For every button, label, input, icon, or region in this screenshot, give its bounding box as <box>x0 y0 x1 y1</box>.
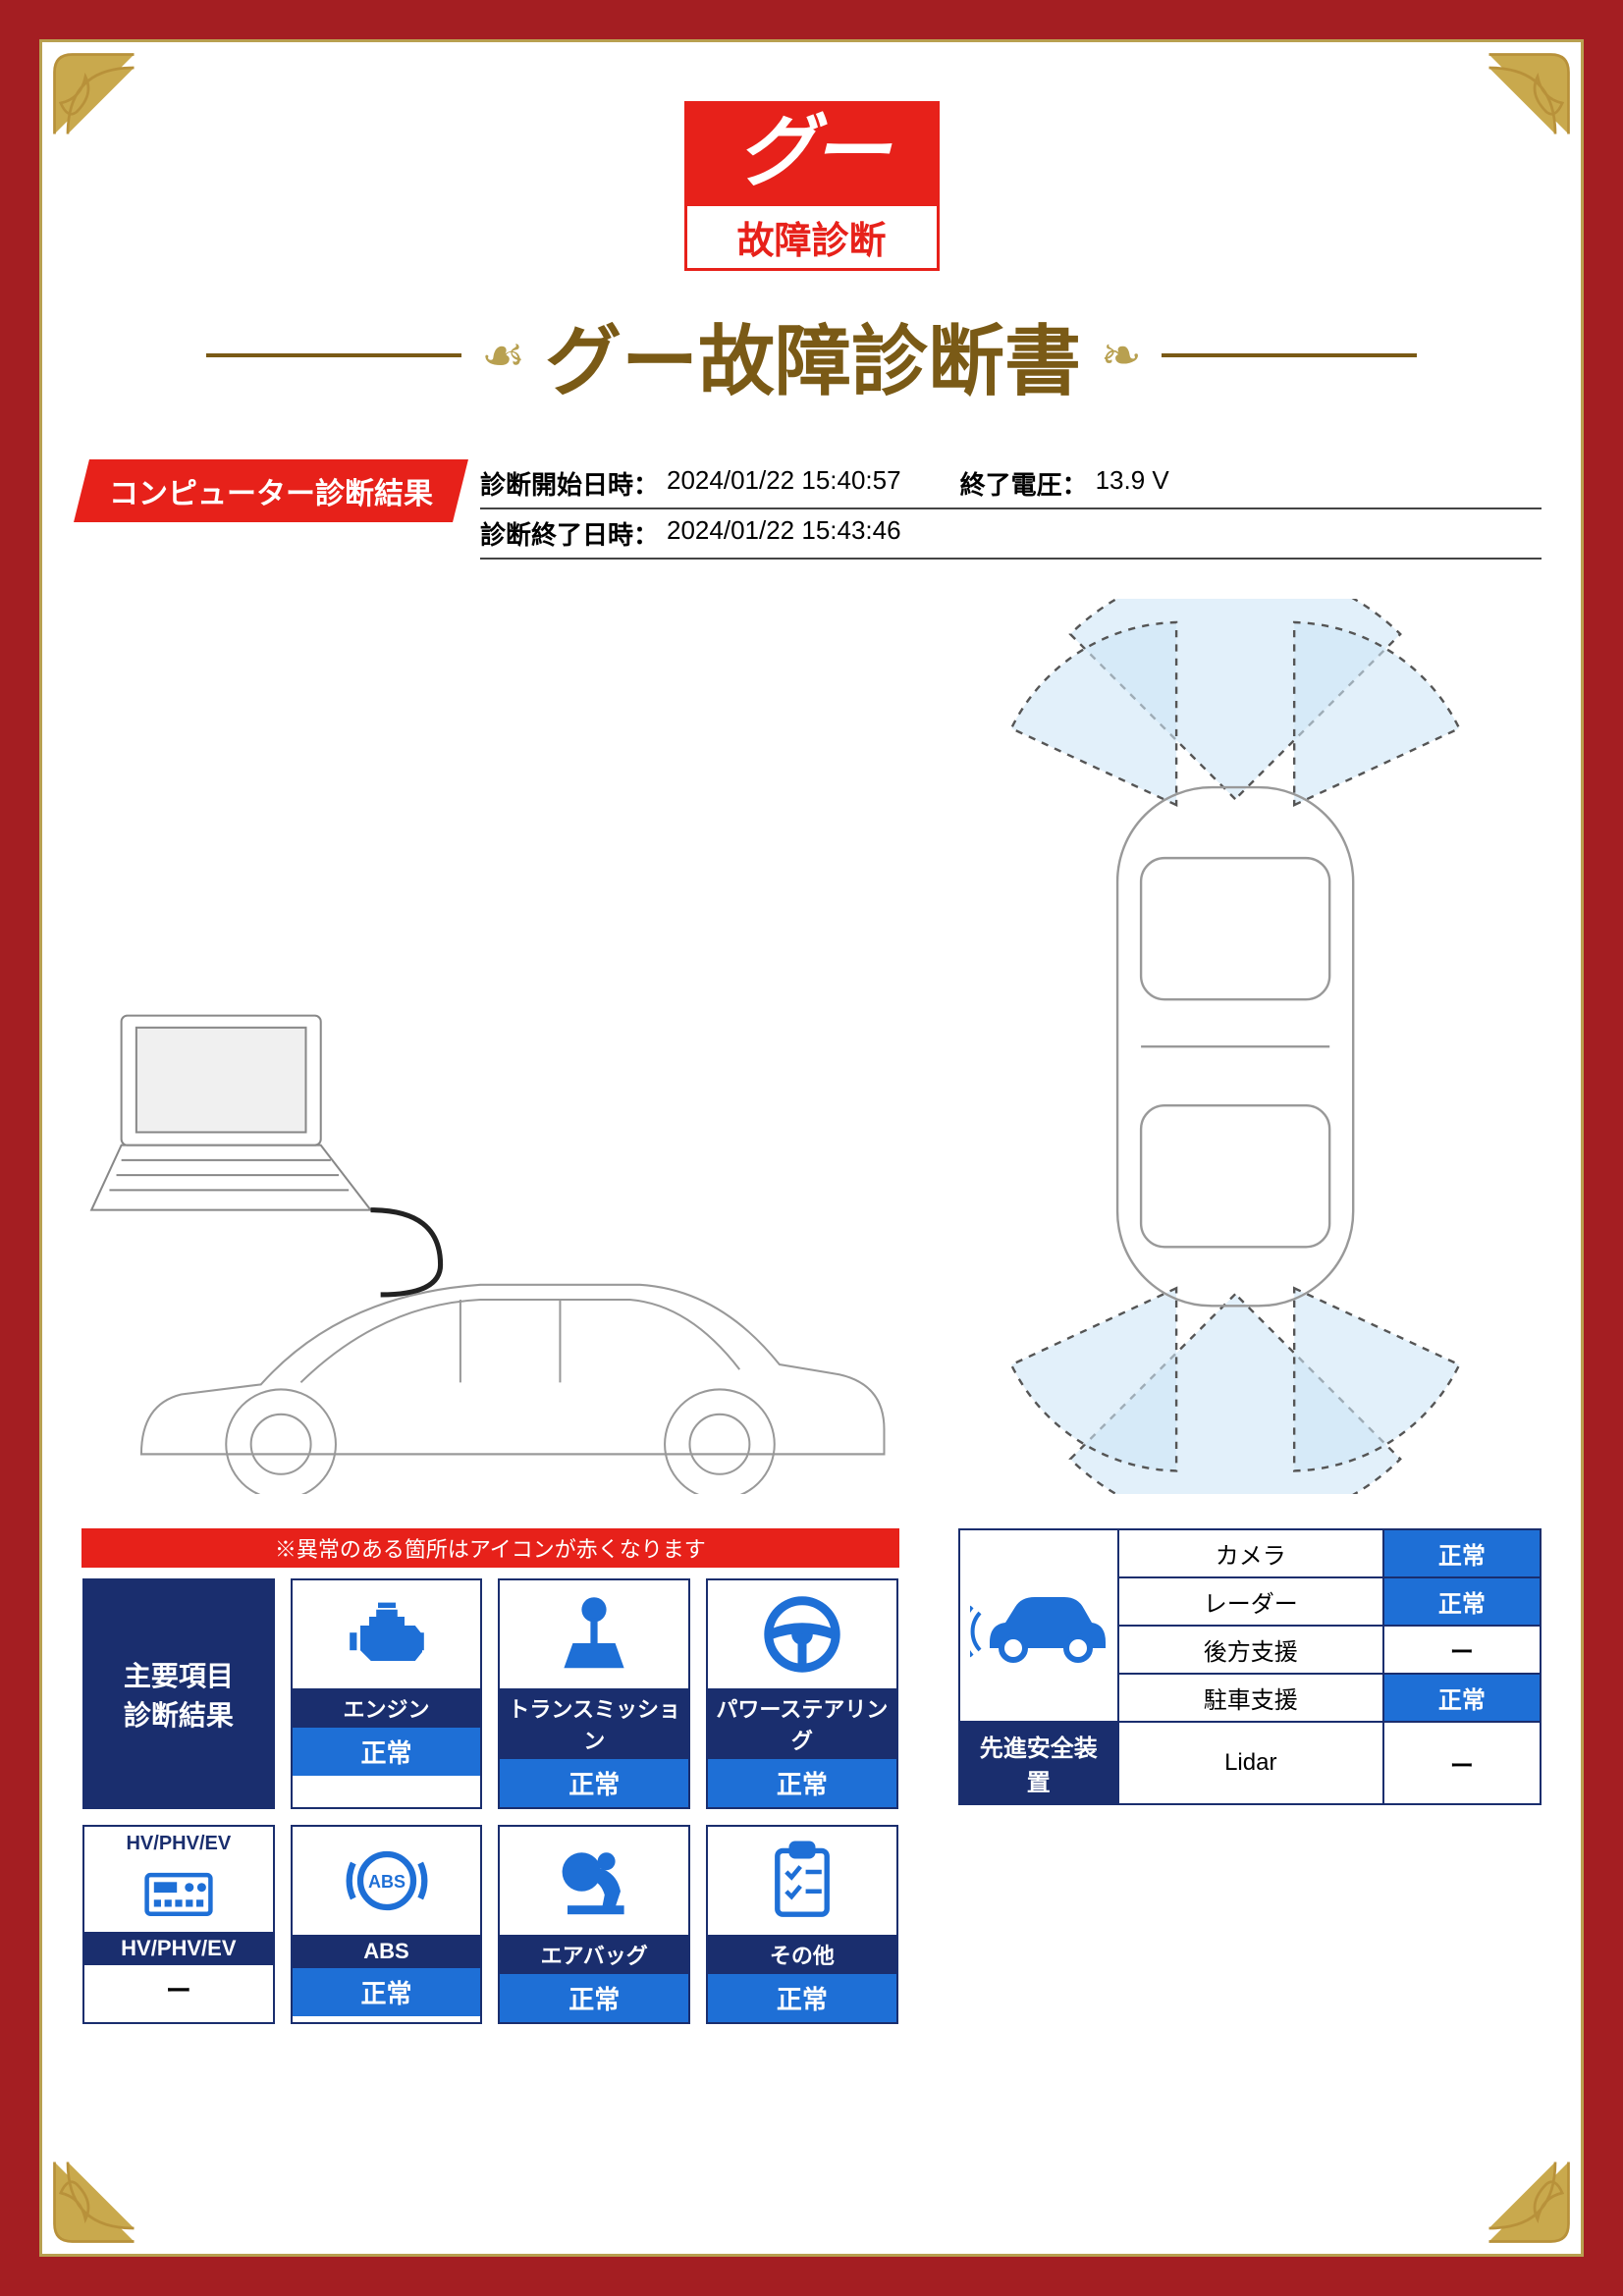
car-side-diagram <box>81 976 899 1499</box>
card-status: ー <box>84 1965 273 2013</box>
logo-top: グー <box>687 104 937 206</box>
svg-text:ABS: ABS <box>368 1873 406 1893</box>
safety-row: 先進安全装置Lidarー <box>959 1722 1541 1804</box>
card-airbag: エアバッグ 正常 <box>498 1825 690 2024</box>
card-label: エアバッグ <box>500 1935 688 1974</box>
logo: グー 故障診断 <box>684 101 940 271</box>
safety-table: カメラ正常レーダー正常後方支援ー駐車支援正常先進安全装置Lidarー <box>958 1528 1542 1805</box>
safety-row-status: ー <box>1383 1626 1541 1674</box>
safety-block: カメラ正常レーダー正常後方支援ー駐車支援正常先進安全装置Lidarー <box>958 1528 1542 1805</box>
safety-row-name: 後方支援 <box>1118 1626 1383 1674</box>
card-status: 正常 <box>293 1728 481 1776</box>
airbag-icon <box>550 1827 638 1935</box>
status-block: ※異常のある箇所はアイコンが赤くなります 主要項目 診断結果 エンジン 正常 <box>81 1528 899 2025</box>
car-sensor-icon <box>970 1574 1108 1672</box>
content-row: ※異常のある箇所はアイコンが赤くなります 主要項目 診断結果 エンジン 正常 <box>81 1528 1542 2025</box>
diagram-row <box>81 599 1542 1499</box>
certificate-frame: グー 故障診断 ☙ グー故障診断書 ❧ コンピューター診断結果 診断開始日時： … <box>0 0 1623 2296</box>
section-tag-text: コンピューター診断結果 <box>109 469 433 512</box>
card-label: その他 <box>708 1935 896 1974</box>
card-hv: HV/PHV/EV HV/PHV/EV ー <box>82 1825 275 2024</box>
start-value: 2024/01/22 15:40:57 <box>667 465 901 502</box>
card-label: HV/PHV/EV <box>84 1932 273 1965</box>
meta-line-2: 診断終了日時： 2024/01/22 15:43:46 <box>480 509 1542 560</box>
safety-row-status: 正常 <box>1383 1529 1541 1577</box>
card-status: 正常 <box>500 1759 688 1807</box>
card-label: エンジン <box>293 1688 481 1728</box>
status-title-1: 主要項目 <box>90 1655 267 1694</box>
logo-bottom: 故障診断 <box>687 206 937 268</box>
card-other: その他 正常 <box>706 1825 898 2024</box>
volt-value: 13.9 V <box>1096 465 1169 502</box>
card-status: 正常 <box>708 1759 896 1807</box>
volt-label: 終了電圧： <box>960 465 1088 502</box>
clipboard-icon <box>758 1827 846 1935</box>
section-tag: コンピューター診断結果 <box>74 459 468 522</box>
flourish-icon: ❧ <box>1101 331 1142 380</box>
safety-row-status: ー <box>1383 1722 1541 1804</box>
card-status: 正常 <box>708 1974 896 2022</box>
safety-row-status: 正常 <box>1383 1674 1541 1722</box>
abs-icon: ABS <box>343 1827 431 1935</box>
card-transmission: トランスミッション 正常 <box>498 1578 690 1809</box>
status-title-card: 主要項目 診断結果 <box>82 1578 275 1809</box>
card-label: ABS <box>293 1935 481 1968</box>
flourish-icon: ☙ <box>481 331 525 380</box>
corner-flourish-icon <box>50 2158 138 2246</box>
status-grid: 主要項目 診断結果 エンジン 正常 トランスミッション 正常 <box>81 1577 899 2025</box>
corner-flourish-icon <box>50 50 138 138</box>
notice-bar: ※異常のある箇所はアイコンが赤くなります <box>81 1528 899 1568</box>
corner-flourish-icon <box>1485 2158 1573 2246</box>
safety-row: カメラ正常 <box>959 1529 1541 1577</box>
status-title-2: 診断結果 <box>90 1694 267 1734</box>
card-steering: パワーステアリング 正常 <box>706 1578 898 1809</box>
page: グー 故障診断 ☙ グー故障診断書 ❧ コンピューター診断結果 診断開始日時： … <box>39 39 1584 2257</box>
hv-icon <box>135 1855 223 1932</box>
steering-icon <box>758 1580 846 1688</box>
title-row: ☙ グー故障診断書 ❧ <box>81 300 1542 410</box>
card-status: 正常 <box>293 1968 481 2016</box>
safety-icon-cell <box>959 1529 1118 1722</box>
card-label: トランスミッション <box>500 1688 688 1759</box>
transmission-icon <box>550 1580 638 1688</box>
engine-icon <box>343 1580 431 1688</box>
start-label: 診断開始日時： <box>480 465 659 502</box>
page-title: グー故障診断書 <box>545 300 1081 410</box>
corner-flourish-icon <box>1485 50 1573 138</box>
car-top-sensor-diagram <box>929 599 1542 1499</box>
card-status: 正常 <box>500 1974 688 2022</box>
card-abs: ABS ABS 正常 <box>291 1825 483 2024</box>
safety-title: 先進安全装置 <box>959 1722 1118 1804</box>
safety-row-status: 正常 <box>1383 1577 1541 1626</box>
safety-row-name: Lidar <box>1118 1722 1383 1804</box>
safety-row-name: 駐車支援 <box>1118 1674 1383 1722</box>
card-label: パワーステアリング <box>708 1688 896 1759</box>
meta-block: 診断開始日時： 2024/01/22 15:40:57 終了電圧： 13.9 V… <box>480 459 1542 560</box>
safety-row-name: カメラ <box>1118 1529 1383 1577</box>
meta-line-1: 診断開始日時： 2024/01/22 15:40:57 終了電圧： 13.9 V <box>480 459 1542 509</box>
card-engine: エンジン 正常 <box>291 1578 483 1809</box>
meta-row: コンピューター診断結果 診断開始日時： 2024/01/22 15:40:57 … <box>81 459 1542 560</box>
safety-row-name: レーダー <box>1118 1577 1383 1626</box>
title-rule-left <box>206 353 461 357</box>
end-value: 2024/01/22 15:43:46 <box>667 515 901 552</box>
title-rule-right <box>1162 353 1417 357</box>
end-label: 診断終了日時： <box>480 515 659 552</box>
